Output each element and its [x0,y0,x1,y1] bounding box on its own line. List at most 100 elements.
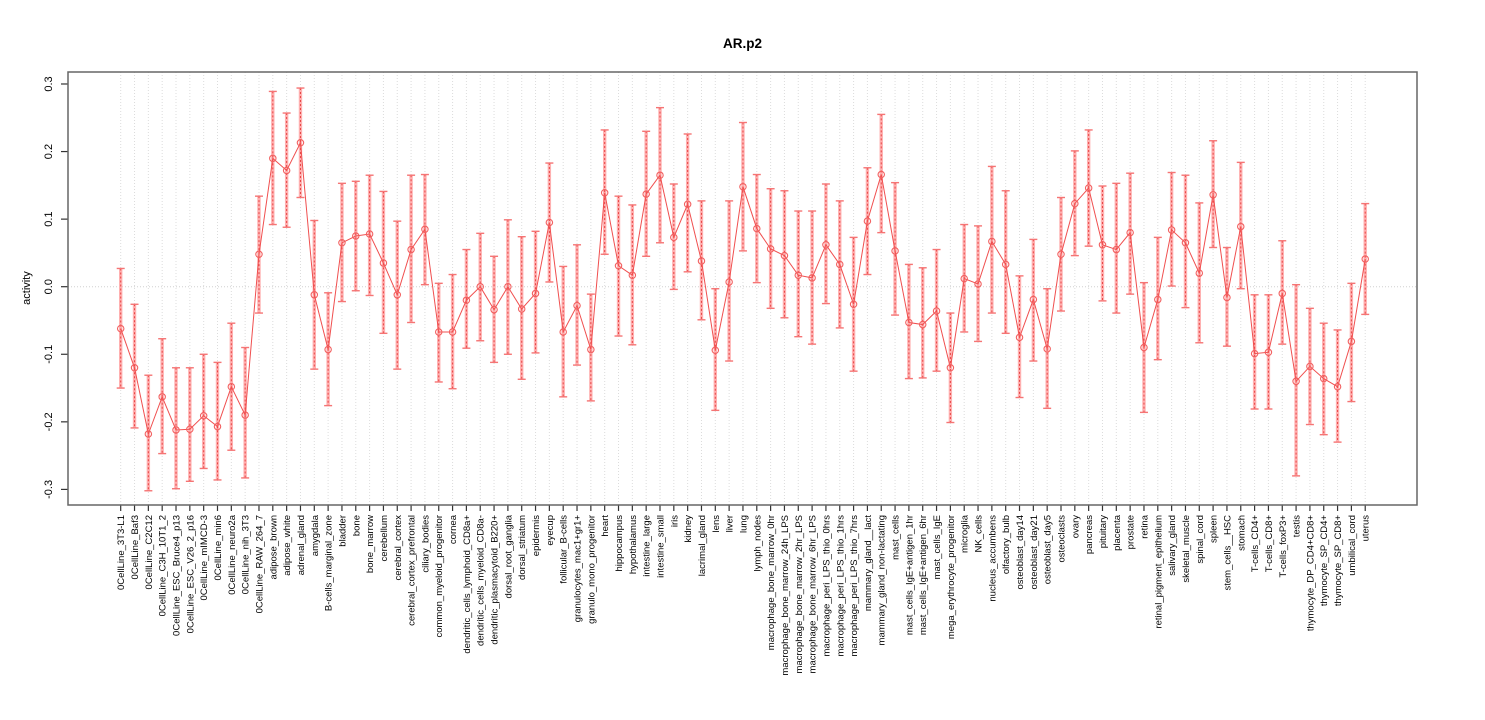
x-tick-label: microglia [960,514,971,553]
x-tick-label: osteoblast_day14 [1015,515,1026,589]
x-tick-label: macrophage_bone_marrow_6hr_LPS [808,515,819,673]
data-point [448,328,457,336]
data-point [365,230,374,238]
x-tick-label: nucleus_accumbens [987,515,998,602]
data-point [766,245,775,253]
x-tick-label: umbilical_cord [1347,515,1358,576]
x-tick-label: placenta [1112,514,1123,551]
data-point [1001,260,1010,269]
x-tick-label: 0CellLine_3T3-L1 [116,515,127,590]
x-tick-label: mast_cells [891,515,902,560]
x-tick-label: osteoblast_day5 [1043,515,1054,584]
x-tick-label: lacrimal_gland [697,515,708,576]
data-point [628,271,637,279]
data-point [836,260,844,269]
series-line [120,140,1366,436]
x-tick-label: 0CellLine_nih_3T3 [241,515,252,594]
x-tick-label: mammary_gland__lact [863,515,874,611]
data-point [545,218,554,227]
data-point [1071,199,1079,208]
data-point [1278,289,1287,298]
data-point [462,296,471,304]
x-tick-label: dorsal_root_ganglia [503,514,514,598]
x-tick-label: adipose_brown [268,515,279,579]
page-title: AR.p2 [722,36,762,51]
x-tick-label: lens [711,515,722,533]
data-point [573,301,581,310]
x-tick-label: 0CellLine_neuro2a [227,514,238,594]
x-tick-label: mast_cells_IgE [932,515,943,579]
data-points [116,139,1369,438]
data-point [670,233,678,242]
data-point [1084,184,1093,192]
x-tick-label: common_myeloid_progenitor [434,515,445,638]
data-point [1319,374,1328,383]
x-tick-label: ovary [1070,515,1081,538]
y-tick-label: 0.2 [43,144,55,159]
data-point [739,182,747,191]
data-point [324,345,332,354]
x-tick-label: epidermis [531,515,542,556]
data-point [1347,337,1356,346]
x-tick-label: pituitary [1098,515,1109,549]
x-tick-label: dendritic_cells_myeloid_CD8a- [476,515,487,646]
y-tick-label: -0.1 [43,345,55,364]
data-point [227,382,236,391]
x-tick-label: 0CellLine_min6 [213,515,224,580]
data-point [614,262,623,270]
x-tick-label: macrophage_peri_LPS_thio_7hrs [849,515,860,657]
data-point [379,259,388,267]
data-point [407,245,415,254]
data-point [241,411,249,419]
x-tick-label: macrophage_bone_marrow_24h_LPS [780,515,791,676]
data-point [504,282,512,291]
data-point [130,364,139,372]
y-tick-label: 0.3 [43,76,55,91]
x-tick-label: adrenal_gland [296,515,307,575]
x-tick-label: salivary_gland [1167,515,1178,576]
x-tick-label: dendritic_plasmacytoid_B220+ [490,515,501,645]
data-point [877,170,885,179]
x-tick-label: granulo_mono_progenitor [586,515,597,624]
data-point [960,274,968,283]
data-point [172,426,180,434]
x-tick-label: spleen [1209,515,1220,543]
x-tick-label: 0CellLine_Baf3 [130,515,141,579]
data-point [1029,295,1038,304]
data-point [310,291,319,299]
x-tick-label: granulocytes_mac1+gr1+ [573,515,584,623]
data-point [780,251,789,260]
x-tick-label: bone_marrow [365,515,376,573]
data-point [794,271,803,279]
data-point [490,305,498,314]
data-point [932,307,941,315]
x-tick-label: NK_cells [974,515,985,553]
data-point [559,328,567,336]
x-tick-label: 0CellLine_C3H_10T1_2 [158,515,169,616]
x-tick-label: skeletal_muscle [1181,515,1192,583]
data-point [1250,349,1259,358]
x-tick-label: T-cells_CD4+ [1250,515,1261,573]
data-point [517,305,526,313]
x-tick-label: dendritic_cells_lymphoid_CD8a+ [462,515,473,654]
data-point [863,217,872,225]
x-tick-label: 0CellLine_C2C12 [144,515,155,589]
data-point [1209,191,1217,199]
x-tick-label: dorsal_striatum [517,515,528,580]
data-point [213,422,222,431]
data-point [296,139,305,147]
data-point [393,291,402,299]
data-point [421,225,429,234]
x-tick-label: 0CellLine_RAW_264_7 [254,515,265,613]
data-point [434,328,443,336]
data-point [282,166,291,175]
x-tick-label: cerebral_cortex_prefrontal [407,515,418,626]
data-point [946,364,955,372]
data-point [587,345,595,354]
data-point [988,237,996,246]
x-tick-label: stem_cells__HSC [1222,515,1233,591]
x-tick-label: uterus [1361,515,1372,542]
x-tick-label: macrophage_peri_LPS_thio_0hrs [821,515,832,657]
y-tick-label: 0.0 [43,279,55,294]
x-tick-label: mega_erythrocyte_progenitor [946,515,957,639]
